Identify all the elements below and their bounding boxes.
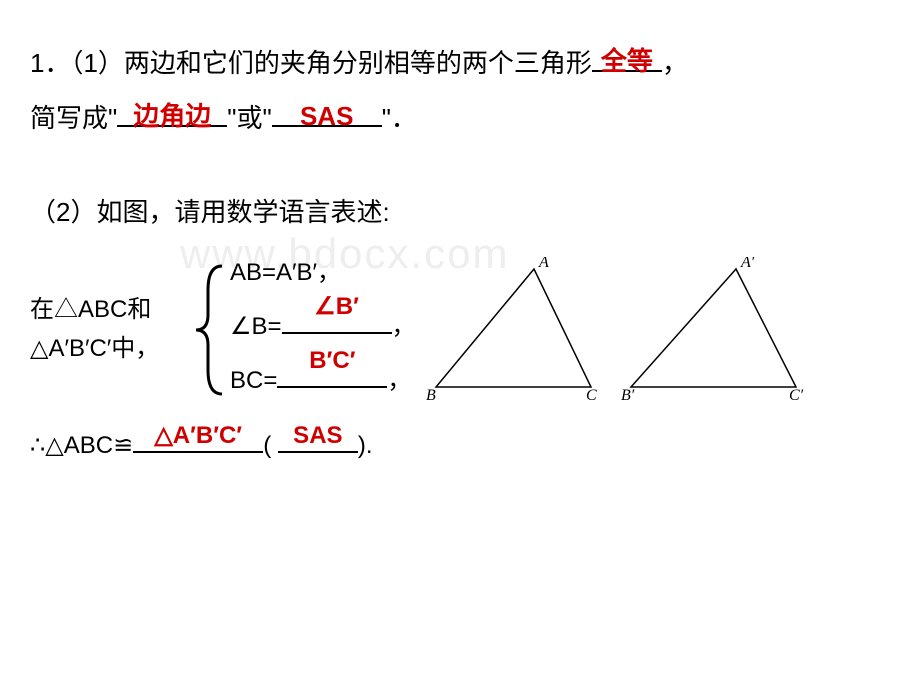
blank-2: 边角边 [117, 95, 227, 142]
ans-3: SAS [300, 93, 353, 140]
blank-cond3: B′C′ [277, 386, 387, 388]
blank-1: 全等 [592, 40, 662, 87]
cond2-tail: ， [392, 313, 416, 340]
concl-b: ( [263, 432, 271, 459]
brace-icon [192, 260, 228, 400]
svg-text:B′: B′ [621, 387, 635, 402]
blank-concl2: SAS [278, 451, 358, 453]
proof-left-a: 在△ABC和 [30, 291, 190, 329]
ans-1: 全等 [601, 38, 653, 85]
q1-l2b: "或" [227, 103, 271, 133]
q1-text-a: 两边和它们的夹角分别相等的两个三角形 [124, 48, 592, 78]
q1-l2a: 简写成" [30, 103, 117, 133]
svg-text:A′: A′ [740, 257, 755, 271]
triangle-abc: A B C [426, 257, 601, 402]
ans-cond2: ∠B′ [314, 283, 359, 331]
svg-text:C: C [586, 387, 597, 402]
blank-cond2: ∠B′ [282, 332, 392, 334]
triangle-aprime: A′ B′ C′ [621, 257, 806, 402]
ans-concl2: SAS [293, 422, 342, 450]
ans-cond3: B′C′ [309, 337, 355, 385]
concl-c: ). [358, 432, 373, 459]
q2-header: （2）如图，请用数学语言表述: [30, 192, 890, 229]
brace [190, 260, 230, 400]
proof-row: 在△ABC和 △A′B′C′中， AB=A′B′， ∠B=∠B′， BC=B′C… [30, 249, 890, 411]
svg-text:C′: C′ [789, 387, 804, 402]
blank-3: SAS [272, 95, 382, 142]
cond3-label: BC= [230, 367, 277, 394]
svg-text:B: B [426, 387, 436, 402]
q1-tail: ， [662, 48, 688, 78]
q1-line1: 1．（1）两边和它们的夹角分别相等的两个三角形全等 ， [30, 40, 890, 87]
concl-a: ∴△ABC≌ [30, 432, 133, 459]
slide-content: 1．（1）两边和它们的夹角分别相等的两个三角形全等 ， 简写成" 边角边 "或" SAS… [30, 40, 890, 460]
ans-concl1: △A′B′C′ [154, 421, 242, 450]
cond3: BC=B′C′， [230, 357, 416, 405]
blank-concl1: △A′B′C′ [133, 451, 263, 453]
q1-line2: 简写成" 边角边 "或" SAS "． [30, 95, 890, 142]
cond2-label: ∠B= [230, 313, 282, 340]
proof-left: 在△ABC和 △A′B′C′中， [30, 291, 190, 368]
ans-2: 边角边 [133, 93, 211, 140]
svg-text:A: A [538, 257, 549, 271]
proof-left-b: △A′B′C′中， [30, 330, 190, 368]
q1-number: 1．（1） [30, 48, 124, 78]
conditions: AB=A′B′， ∠B=∠B′， BC=B′C′， [230, 249, 416, 411]
q2: （2）如图，请用数学语言表述: 在△ABC和 △A′B′C′中， AB=A′B′… [30, 192, 890, 460]
q1-l2c: "． [382, 103, 417, 133]
conclusion: ∴△ABC≌△A′B′C′( SAS). [30, 431, 890, 460]
triangles: A B C A′ B′ C′ [426, 257, 806, 402]
cond3-tail: ， [387, 367, 411, 394]
